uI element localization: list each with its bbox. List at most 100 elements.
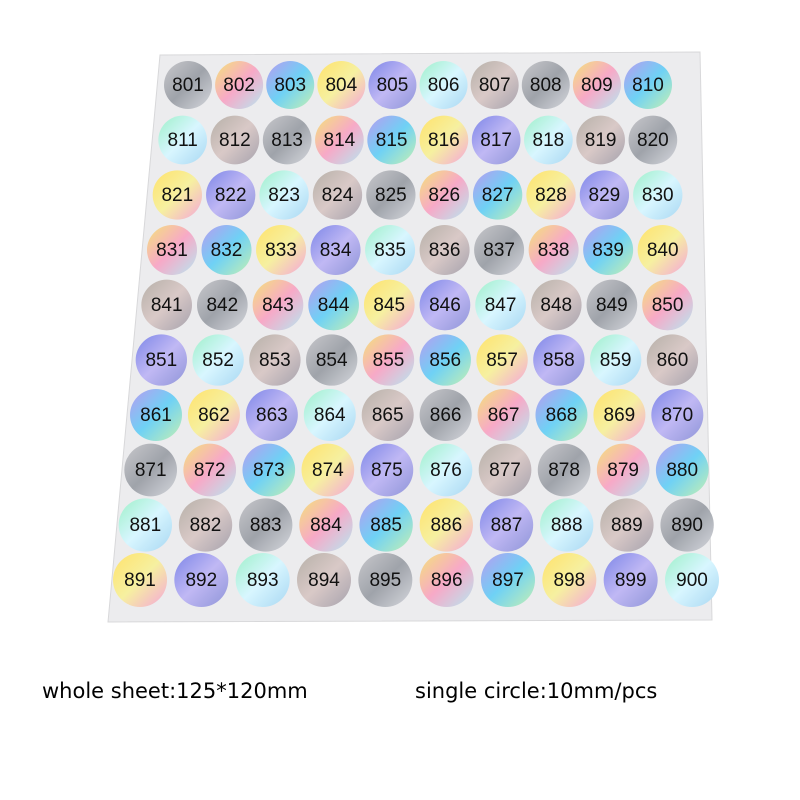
sticker-circle — [665, 553, 719, 607]
sticker: 831 — [147, 225, 197, 275]
sticker-number: 877 — [489, 460, 521, 481]
sticker-number: 823 — [268, 185, 300, 206]
sticker-circle — [474, 225, 525, 275]
caption-circle: single circle:10mm/pcs — [415, 679, 657, 703]
sticker: 885 — [359, 498, 413, 552]
sticker: 829 — [579, 170, 630, 220]
sticker-circle — [419, 553, 474, 607]
sticker-number: 841 — [151, 295, 183, 316]
sticker: 805 — [368, 61, 417, 109]
sticker-circle — [419, 498, 473, 552]
sticker: 882 — [178, 498, 233, 552]
sticker-number: 882 — [190, 515, 222, 536]
sticker-circle — [524, 115, 573, 165]
sticker-number: 842 — [206, 295, 238, 316]
sticker-number: 883 — [250, 515, 282, 536]
sticker-number: 868 — [546, 405, 578, 426]
sticker-number: 853 — [259, 350, 291, 371]
sticker-number: 822 — [215, 185, 247, 206]
sticker: 815 — [367, 115, 416, 165]
sticker-circle — [141, 279, 193, 331]
sticker-circle — [633, 170, 683, 220]
sticker: 862 — [187, 389, 240, 441]
sticker-number: 858 — [543, 350, 575, 371]
sticker-number: 848 — [540, 295, 572, 316]
sticker: 878 — [537, 443, 591, 497]
sticker-circle — [589, 334, 642, 386]
sticker-circle — [419, 115, 469, 165]
sticker-circle — [419, 443, 473, 497]
sticker-number: 849 — [596, 295, 628, 316]
sticker: 825 — [366, 170, 416, 220]
sticker-circle — [586, 279, 638, 331]
sticker-number: 876 — [430, 460, 462, 481]
sticker-number: 879 — [607, 460, 639, 481]
sticker-number: 871 — [135, 460, 167, 481]
sticker-circle — [124, 443, 177, 497]
sticker: 877 — [478, 443, 532, 497]
sticker-number: 886 — [430, 515, 462, 536]
sticker-number: 870 — [661, 405, 693, 426]
sticker-circle — [419, 61, 468, 109]
sticker: 844 — [308, 279, 359, 331]
sticker-circle — [596, 443, 650, 497]
sticker-number: 891 — [124, 570, 156, 591]
sticker-circle — [470, 61, 519, 109]
sticker-circle — [593, 389, 646, 441]
sticker-number: 815 — [376, 130, 408, 151]
sticker-circle — [572, 61, 621, 109]
sticker: 803 — [266, 61, 315, 109]
sticker-circle — [419, 170, 469, 220]
sticker-circle — [308, 279, 359, 331]
sticker-number: 892 — [185, 570, 217, 591]
sticker-circle — [152, 170, 202, 220]
sticker-circle — [361, 389, 414, 441]
sticker-circle — [624, 61, 672, 109]
sticker: 892 — [174, 553, 229, 607]
sticker-circle — [359, 498, 413, 552]
sticker-number: 818 — [533, 130, 565, 151]
sticker-circle — [521, 61, 570, 109]
sticker-number: 867 — [488, 405, 520, 426]
sticker-number: 866 — [430, 405, 462, 426]
sticker-circle — [579, 170, 630, 220]
sticker-number: 828 — [535, 185, 567, 206]
sticker-number: 865 — [372, 405, 404, 426]
sticker: 861 — [130, 389, 182, 441]
sticker: 802 — [215, 61, 264, 109]
sticker-number: 832 — [211, 240, 243, 261]
sticker: 810 — [624, 61, 672, 109]
sticker-circle — [603, 553, 658, 607]
sticker: 836 — [419, 225, 470, 275]
sticker-circle — [366, 170, 416, 220]
sticker-circle — [299, 498, 353, 552]
sticker: 809 — [572, 61, 621, 109]
sticker-circle — [363, 279, 415, 331]
sticker-circle — [479, 498, 534, 552]
sticker-number: 808 — [530, 75, 562, 96]
sticker-number: 898 — [553, 570, 585, 591]
sticker-circle — [419, 279, 471, 331]
sticker-circle — [576, 115, 625, 165]
sticker-number: 831 — [156, 240, 188, 261]
sticker-circle — [642, 279, 693, 331]
sticker-number: 834 — [320, 240, 352, 261]
sticker-circle — [249, 334, 301, 386]
sticker: 839 — [583, 225, 634, 275]
sticker-circle — [245, 389, 298, 441]
sticker-circle — [660, 498, 714, 552]
sticker-circle — [583, 225, 634, 275]
sticker-number: 836 — [429, 240, 461, 261]
sticker: 875 — [360, 443, 414, 497]
sticker-circle — [135, 334, 187, 386]
sticker-circle — [315, 115, 364, 165]
sticker-number: 857 — [486, 350, 518, 371]
sticker: 856 — [419, 334, 471, 386]
sticker: 804 — [317, 61, 366, 109]
sticker-circle — [651, 389, 704, 441]
sticker: 833 — [256, 225, 307, 275]
sticker-number: 897 — [492, 570, 524, 591]
sticker-number: 816 — [428, 130, 460, 151]
sticker-number: 840 — [647, 240, 679, 261]
sticker-number: 890 — [671, 515, 703, 536]
